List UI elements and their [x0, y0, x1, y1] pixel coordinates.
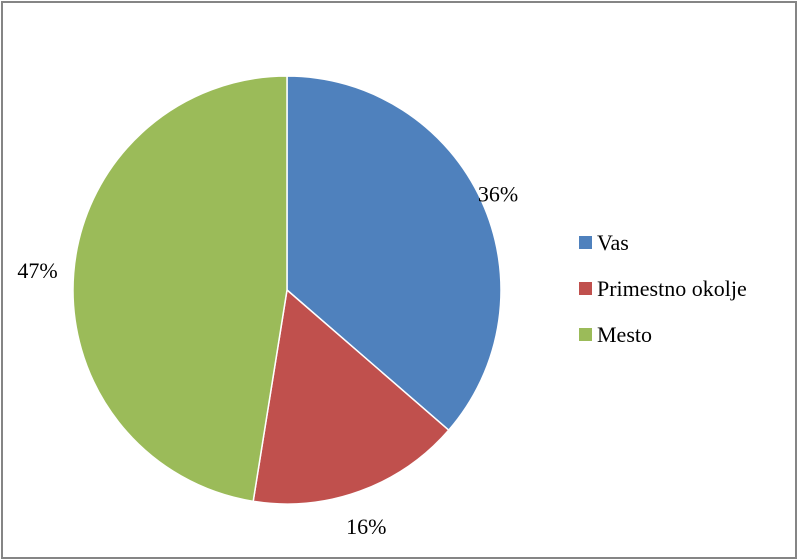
data-label-primestno-okolje: 16%: [346, 514, 386, 539]
legend-swatch-primestno-okolje: [579, 282, 592, 295]
legend: Vas Primestno okolje Mesto: [579, 230, 747, 347]
data-label-mesto: 47%: [17, 258, 57, 283]
legend-label-mesto: Mesto: [597, 322, 652, 347]
legend-label-vas: Vas: [597, 230, 629, 255]
legend-swatch-vas: [579, 236, 592, 249]
pie-slice-primestno-okolje: [252, 288, 450, 505]
legend-label-primestno-okolje: Primestno okolje: [597, 276, 747, 301]
legend-swatch-mesto: [579, 328, 592, 341]
pie-data-labels: 36% 16% 47%: [17, 182, 518, 539]
pie-slice-mesto: [72, 75, 288, 503]
data-label-vas: 36%: [478, 182, 518, 207]
pie-slice-vas: [286, 75, 502, 432]
pie-slices: [72, 75, 502, 505]
